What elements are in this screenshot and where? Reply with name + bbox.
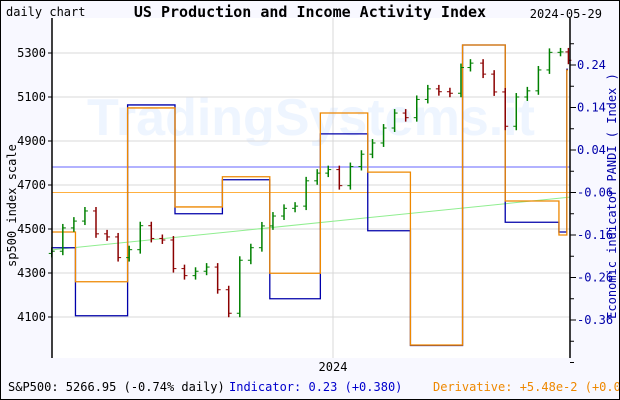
price-bar [467, 59, 474, 72]
price-bar [457, 63, 464, 98]
price-bar [314, 169, 321, 185]
price-bar [358, 150, 365, 171]
price-bar [192, 267, 199, 280]
price-bar [336, 165, 343, 190]
y2-tick-label: -0.16 [577, 228, 613, 242]
indicator-status: Indicator: 0.23 (+0.380) [229, 380, 403, 394]
y2-tick-label: 0.04 [577, 143, 606, 157]
watermark: TradingSystems.it [87, 89, 535, 147]
price-bar [70, 217, 77, 232]
derivative-status: Derivative: +5.48e-2 (+0.074) [433, 380, 620, 394]
price-bar [170, 236, 177, 273]
sp500-status: S&P500: 5266.95 (-0.74% daily) [8, 380, 225, 394]
price-bar [126, 245, 133, 262]
y2-tick-label: -0.36 [577, 313, 613, 327]
price-bar [491, 70, 498, 96]
indicator-step-line [52, 44, 568, 347]
price-bar [148, 221, 155, 243]
price-bar [557, 47, 564, 57]
price-bar [181, 264, 188, 280]
price-bar [93, 207, 99, 238]
y-tick-label: 5100 [17, 90, 46, 104]
y-tick-label: 4700 [17, 178, 46, 192]
y2-tick-label: -0.26 [577, 271, 613, 285]
price-bar [446, 87, 453, 98]
price-bar [59, 223, 66, 256]
price-bar [281, 204, 288, 220]
chart-date: 2024-05-29 [529, 7, 602, 21]
price-bar [380, 124, 387, 147]
price-bar [513, 93, 520, 131]
price-bar [159, 234, 166, 244]
price-bar [258, 221, 265, 252]
price-bar [502, 87, 509, 131]
price-bar [325, 165, 332, 178]
price-bar [480, 59, 487, 79]
price-bar [137, 221, 144, 254]
price-bar [214, 263, 221, 294]
price-bar [524, 86, 531, 101]
price-bar [535, 65, 542, 95]
price-bar [203, 263, 210, 276]
y-tick-label: 4100 [17, 310, 46, 324]
chart-subtitle: daily chart [6, 5, 86, 19]
y2-tick-label: 0.24 [577, 58, 606, 72]
price-bar [292, 202, 299, 213]
price-bar [369, 139, 376, 159]
price-bar [269, 212, 276, 230]
plot-area [52, 18, 570, 358]
price-bar [303, 176, 310, 211]
y2-axis-label: Economic indicator PANDI ( Index ) [605, 73, 619, 319]
price-bar [247, 243, 254, 265]
price-bar [225, 285, 232, 318]
price-bar [347, 162, 354, 190]
y2-tick-label: 0.14 [577, 101, 606, 115]
x-tick-label: 2024 [319, 360, 348, 374]
y-tick-label: 4900 [17, 134, 46, 148]
price-bar [424, 84, 431, 104]
trend-line [51, 196, 571, 251]
price-bar [435, 84, 442, 96]
y-tick-label: 4300 [17, 266, 46, 280]
y2-tick-label: -0.06 [577, 186, 613, 200]
price-bar [115, 232, 122, 262]
price-bar [546, 48, 553, 74]
price-bar [402, 109, 409, 122]
y-axis-label: sp500 index scale [5, 144, 19, 267]
price-bar [104, 229, 111, 241]
price-bar [391, 109, 398, 132]
derivative-step-line [52, 44, 568, 346]
y-tick-label: 5300 [17, 46, 46, 60]
price-bar [81, 207, 88, 226]
chart-title: US Production and Income Activity Index [133, 3, 487, 21]
y-tick-label: 4500 [17, 222, 46, 236]
price-bar [236, 256, 243, 318]
price-bar [413, 95, 420, 122]
